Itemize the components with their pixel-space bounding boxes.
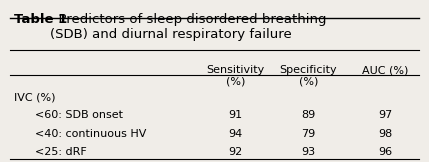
Text: IVC (%): IVC (%) — [14, 92, 56, 102]
Text: Predictors of sleep disordered breathing
(SDB) and diurnal respiratory failure: Predictors of sleep disordered breathing… — [50, 12, 327, 40]
Text: <40: continuous HV: <40: continuous HV — [36, 129, 147, 139]
Text: 96: 96 — [378, 147, 392, 157]
Text: 98: 98 — [378, 129, 392, 139]
Text: AUC (%): AUC (%) — [362, 65, 408, 75]
Text: 94: 94 — [229, 129, 243, 139]
Text: 93: 93 — [301, 147, 315, 157]
Text: 92: 92 — [229, 147, 243, 157]
Text: 79: 79 — [301, 129, 315, 139]
Text: 97: 97 — [378, 110, 392, 121]
Text: <25: dRF: <25: dRF — [36, 147, 87, 157]
Text: <60: SDB onset: <60: SDB onset — [36, 110, 124, 121]
Text: 91: 91 — [229, 110, 243, 121]
Text: Table 1: Table 1 — [14, 12, 67, 26]
Text: Sensitivity
(%): Sensitivity (%) — [207, 65, 265, 87]
Text: 89: 89 — [301, 110, 315, 121]
Text: Specificity
(%): Specificity (%) — [279, 65, 337, 87]
